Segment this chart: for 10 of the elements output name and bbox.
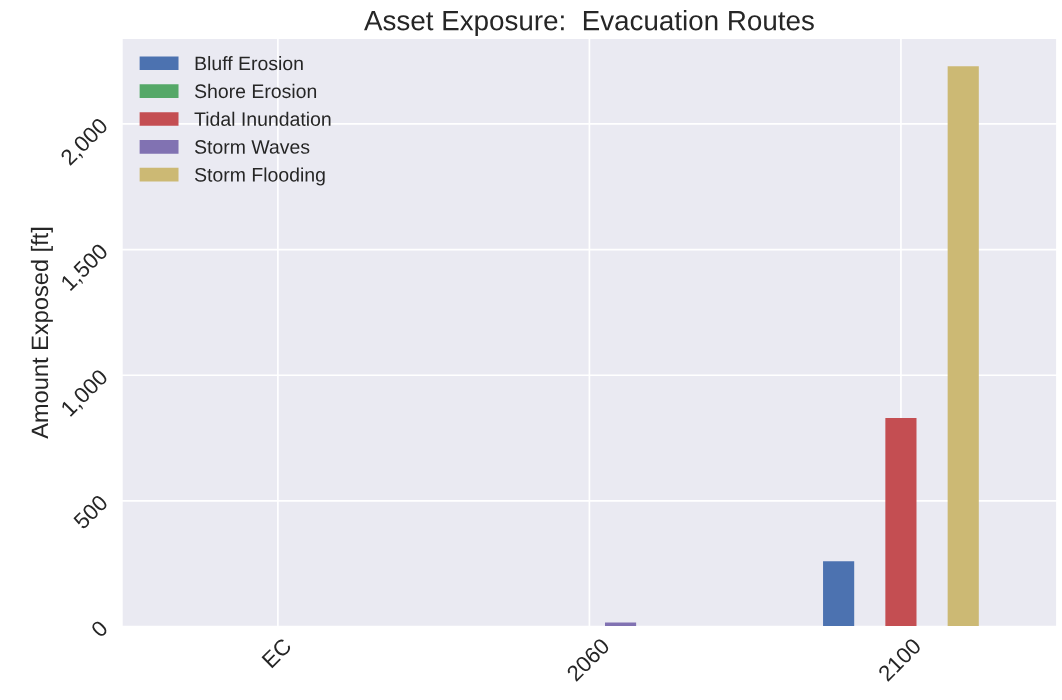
y-tick-label: 0 bbox=[90, 619, 109, 639]
legend-label: Shore Erosion bbox=[194, 83, 317, 99]
chart-title: Asset Exposure: Evacuation Routes bbox=[364, 10, 814, 36]
y-tick-label: 500 bbox=[72, 493, 109, 530]
x-tick-label: EC bbox=[261, 637, 293, 669]
legend-label: Storm Waves bbox=[194, 140, 310, 154]
legend-label: Tidal Inundation bbox=[194, 111, 331, 126]
y-axis-title: Amount Exposed [ft] bbox=[30, 227, 53, 439]
legend-label: Storm Flooding bbox=[194, 167, 325, 186]
legend-label: Bluff Erosion bbox=[195, 56, 303, 71]
